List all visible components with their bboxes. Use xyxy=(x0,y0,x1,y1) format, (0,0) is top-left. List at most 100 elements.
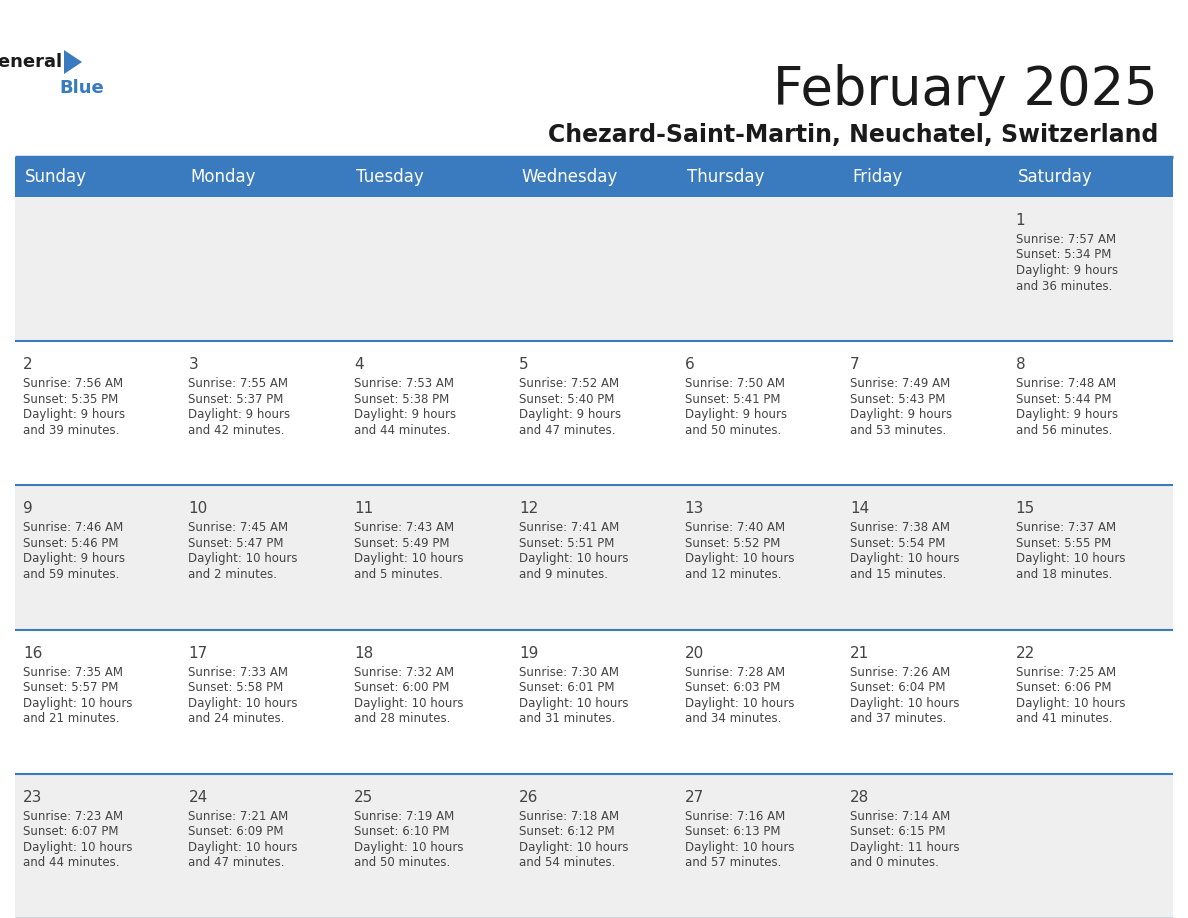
Text: Sunset: 5:46 PM: Sunset: 5:46 PM xyxy=(23,537,119,550)
Text: and 59 minutes.: and 59 minutes. xyxy=(23,568,119,581)
Bar xyxy=(677,341,842,486)
Text: 17: 17 xyxy=(189,645,208,661)
Text: Sunset: 5:54 PM: Sunset: 5:54 PM xyxy=(851,537,946,550)
Text: Daylight: 10 hours: Daylight: 10 hours xyxy=(189,553,298,565)
Text: Sunset: 5:55 PM: Sunset: 5:55 PM xyxy=(1016,537,1111,550)
Text: 1: 1 xyxy=(1016,213,1025,228)
Bar xyxy=(15,157,181,197)
Text: Daylight: 9 hours: Daylight: 9 hours xyxy=(1016,409,1118,421)
Text: Daylight: 10 hours: Daylight: 10 hours xyxy=(684,841,795,854)
Text: Tuesday: Tuesday xyxy=(356,168,424,186)
Bar xyxy=(181,486,346,630)
Bar xyxy=(346,157,511,197)
Text: and 9 minutes.: and 9 minutes. xyxy=(519,568,608,581)
Bar xyxy=(181,774,346,918)
Text: Daylight: 9 hours: Daylight: 9 hours xyxy=(189,409,291,421)
Text: 24: 24 xyxy=(189,789,208,805)
Text: and 18 minutes.: and 18 minutes. xyxy=(1016,568,1112,581)
Bar xyxy=(181,197,346,341)
Text: 11: 11 xyxy=(354,501,373,517)
Text: Sunday: Sunday xyxy=(25,168,87,186)
Text: and 31 minutes.: and 31 minutes. xyxy=(519,712,615,725)
Text: and 44 minutes.: and 44 minutes. xyxy=(354,424,450,437)
Bar xyxy=(677,774,842,918)
Text: Daylight: 10 hours: Daylight: 10 hours xyxy=(1016,697,1125,710)
Text: and 2 minutes.: and 2 minutes. xyxy=(189,568,278,581)
Text: Sunset: 5:43 PM: Sunset: 5:43 PM xyxy=(851,393,946,406)
Text: Daylight: 10 hours: Daylight: 10 hours xyxy=(354,553,463,565)
Text: 22: 22 xyxy=(1016,645,1035,661)
Bar xyxy=(842,341,1007,486)
Text: and 50 minutes.: and 50 minutes. xyxy=(354,856,450,869)
Text: and 41 minutes.: and 41 minutes. xyxy=(1016,712,1112,725)
Text: and 0 minutes.: and 0 minutes. xyxy=(851,856,939,869)
Text: Sunrise: 7:28 AM: Sunrise: 7:28 AM xyxy=(684,666,785,678)
Bar xyxy=(346,197,511,341)
Text: Wednesday: Wednesday xyxy=(522,168,618,186)
Text: February 2025: February 2025 xyxy=(773,64,1158,116)
Text: Sunset: 6:10 PM: Sunset: 6:10 PM xyxy=(354,825,449,838)
Text: and 12 minutes.: and 12 minutes. xyxy=(684,568,782,581)
Text: Daylight: 10 hours: Daylight: 10 hours xyxy=(189,841,298,854)
Text: Sunset: 5:38 PM: Sunset: 5:38 PM xyxy=(354,393,449,406)
Text: and 42 minutes.: and 42 minutes. xyxy=(189,424,285,437)
Bar xyxy=(1007,341,1173,486)
Bar xyxy=(346,630,511,774)
Text: and 21 minutes.: and 21 minutes. xyxy=(23,712,120,725)
Text: 20: 20 xyxy=(684,645,704,661)
Text: and 54 minutes.: and 54 minutes. xyxy=(519,856,615,869)
Text: and 36 minutes.: and 36 minutes. xyxy=(1016,279,1112,293)
Bar xyxy=(842,630,1007,774)
Text: Sunrise: 7:35 AM: Sunrise: 7:35 AM xyxy=(23,666,124,678)
Bar xyxy=(15,341,181,486)
Text: Daylight: 10 hours: Daylight: 10 hours xyxy=(189,697,298,710)
Text: Sunset: 6:03 PM: Sunset: 6:03 PM xyxy=(684,681,781,694)
Text: Sunrise: 7:41 AM: Sunrise: 7:41 AM xyxy=(519,521,619,534)
Bar xyxy=(511,157,677,197)
Text: and 28 minutes.: and 28 minutes. xyxy=(354,712,450,725)
Text: Daylight: 9 hours: Daylight: 9 hours xyxy=(23,553,125,565)
Text: 14: 14 xyxy=(851,501,870,517)
Text: and 53 minutes.: and 53 minutes. xyxy=(851,424,947,437)
Bar xyxy=(677,157,842,197)
Text: Monday: Monday xyxy=(190,168,255,186)
Bar xyxy=(677,486,842,630)
Text: Sunset: 6:00 PM: Sunset: 6:00 PM xyxy=(354,681,449,694)
Text: Friday: Friday xyxy=(852,168,903,186)
Text: Sunrise: 7:25 AM: Sunrise: 7:25 AM xyxy=(1016,666,1116,678)
Text: 2: 2 xyxy=(23,357,32,372)
Text: Sunset: 5:57 PM: Sunset: 5:57 PM xyxy=(23,681,119,694)
Text: Sunrise: 7:55 AM: Sunrise: 7:55 AM xyxy=(189,377,289,390)
Bar xyxy=(1007,774,1173,918)
Bar xyxy=(511,630,677,774)
Text: Sunrise: 7:57 AM: Sunrise: 7:57 AM xyxy=(1016,233,1116,246)
Text: Sunset: 6:15 PM: Sunset: 6:15 PM xyxy=(851,825,946,838)
Text: Daylight: 10 hours: Daylight: 10 hours xyxy=(354,697,463,710)
Text: Sunrise: 7:53 AM: Sunrise: 7:53 AM xyxy=(354,377,454,390)
Text: Sunset: 5:35 PM: Sunset: 5:35 PM xyxy=(23,393,119,406)
Text: Daylight: 9 hours: Daylight: 9 hours xyxy=(684,409,786,421)
Bar xyxy=(346,774,511,918)
Text: Sunset: 5:58 PM: Sunset: 5:58 PM xyxy=(189,681,284,694)
Text: Daylight: 9 hours: Daylight: 9 hours xyxy=(851,409,953,421)
Text: Sunset: 5:44 PM: Sunset: 5:44 PM xyxy=(1016,393,1111,406)
Bar xyxy=(1007,630,1173,774)
Text: Daylight: 10 hours: Daylight: 10 hours xyxy=(519,697,628,710)
Text: 28: 28 xyxy=(851,789,870,805)
Text: Sunset: 6:07 PM: Sunset: 6:07 PM xyxy=(23,825,119,838)
Text: Daylight: 10 hours: Daylight: 10 hours xyxy=(851,553,960,565)
Text: and 57 minutes.: and 57 minutes. xyxy=(684,856,781,869)
Text: 15: 15 xyxy=(1016,501,1035,517)
Text: Sunset: 6:13 PM: Sunset: 6:13 PM xyxy=(684,825,781,838)
Bar xyxy=(1007,157,1173,197)
Text: 12: 12 xyxy=(519,501,538,517)
Text: Sunrise: 7:18 AM: Sunrise: 7:18 AM xyxy=(519,810,619,823)
Text: Daylight: 10 hours: Daylight: 10 hours xyxy=(1016,553,1125,565)
Text: 8: 8 xyxy=(1016,357,1025,372)
Text: Daylight: 9 hours: Daylight: 9 hours xyxy=(1016,264,1118,277)
Text: Sunset: 5:34 PM: Sunset: 5:34 PM xyxy=(1016,249,1111,262)
Text: 25: 25 xyxy=(354,789,373,805)
Text: Sunrise: 7:43 AM: Sunrise: 7:43 AM xyxy=(354,521,454,534)
Text: 4: 4 xyxy=(354,357,364,372)
Bar xyxy=(511,486,677,630)
